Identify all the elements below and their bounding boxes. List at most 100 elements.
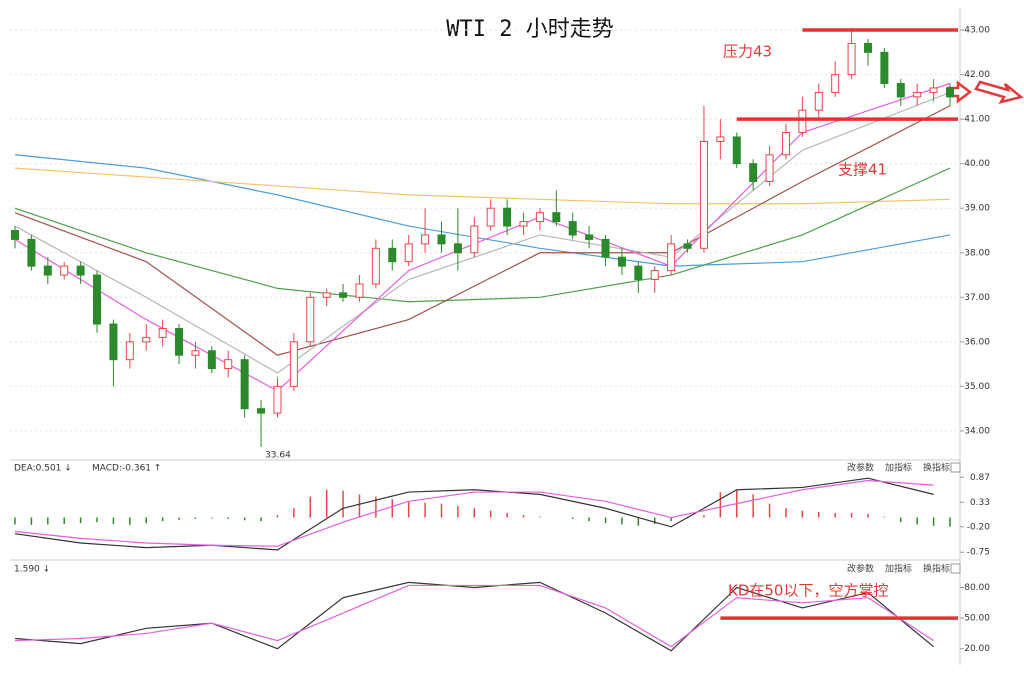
candle-body <box>125 341 134 361</box>
candle-body <box>847 42 856 76</box>
candle-body <box>175 327 184 356</box>
candle-body <box>568 221 577 236</box>
candle-body <box>355 283 364 298</box>
button[interactable]: 改参数 <box>847 462 874 474</box>
candle-body <box>257 408 266 414</box>
y-tick-label: 80.00 <box>964 583 990 593</box>
candle-body <box>617 256 626 267</box>
candle-body <box>913 91 922 98</box>
chart-title: WTI 2 小时走势 <box>446 17 613 42</box>
candle-body <box>814 91 823 111</box>
candle-body <box>322 292 331 298</box>
line-series <box>14 105 951 356</box>
y-tick-label: 43.00 <box>964 26 990 36</box>
candle-body <box>831 74 840 93</box>
arrow <box>974 80 1024 104</box>
y-tick-label: 41.00 <box>964 115 990 125</box>
candle-body <box>929 87 938 93</box>
candle-body <box>60 265 69 276</box>
low-label: 33.64 <box>265 450 291 460</box>
y-tick-label: 50.00 <box>964 614 990 624</box>
y-tick-label: 38.00 <box>964 248 990 258</box>
candle-body <box>552 212 561 223</box>
candle-body <box>946 87 954 98</box>
candle-body <box>535 212 544 223</box>
y-tick-label: 20.00 <box>964 644 990 654</box>
candle-body <box>601 238 610 258</box>
close-button[interactable] <box>950 563 961 574</box>
line-series <box>14 584 934 648</box>
candle-body <box>388 247 397 263</box>
annotation: 压力43 <box>723 43 772 61</box>
y-tick-label: -0.75 <box>967 548 990 558</box>
line-series <box>14 479 934 547</box>
line-series <box>14 91 951 374</box>
candle-body <box>142 336 151 343</box>
candle-body <box>896 82 905 98</box>
candle-body <box>11 229 19 240</box>
candle-body <box>732 136 741 165</box>
candle-body <box>765 154 774 182</box>
candle-body <box>683 243 692 249</box>
y-tick-label: 37.00 <box>964 293 990 303</box>
candle-body <box>421 234 430 245</box>
y-tick-label: 0.87 <box>970 473 990 483</box>
y-tick-label: 35.00 <box>964 382 990 392</box>
candle-body <box>404 243 413 263</box>
candle-body <box>699 140 708 249</box>
line-series <box>14 167 951 205</box>
y-tick-label: 39.00 <box>964 204 990 214</box>
candle-body <box>880 51 889 84</box>
candle-body <box>470 225 479 254</box>
button[interactable]: 改参数 <box>847 563 874 575</box>
y-tick-label: -0.20 <box>967 522 991 532</box>
candle-body <box>798 109 807 133</box>
line-series <box>14 477 934 551</box>
candle-body <box>273 385 282 414</box>
candle-body <box>158 327 167 338</box>
indicator-label: 1.590 ↓ <box>14 565 50 575</box>
candle-body <box>716 136 725 142</box>
button[interactable]: 换指标 <box>923 462 950 474</box>
button[interactable]: 换指标 <box>923 563 950 575</box>
candle-body <box>453 243 462 254</box>
y-tick-label: 42.00 <box>964 70 990 80</box>
candle-body <box>93 274 102 325</box>
candle-body <box>224 359 233 370</box>
candle-body <box>749 163 758 182</box>
candle-body <box>585 234 594 240</box>
candle-body <box>634 265 643 280</box>
candle-body <box>240 359 249 410</box>
candle-body <box>519 221 528 227</box>
y-tick-label: 40.00 <box>964 159 990 169</box>
candle-body <box>667 243 676 272</box>
candle-body <box>650 270 659 280</box>
candle-body <box>781 131 790 156</box>
indicator-label: MACD:-0.361 ↑ <box>92 464 161 474</box>
candle-body <box>43 265 52 276</box>
y-tick-label: 0.33 <box>970 498 990 508</box>
button[interactable]: 加指标 <box>885 563 912 575</box>
candle-body <box>437 234 446 245</box>
candle-body <box>863 42 872 53</box>
candle-body <box>191 350 200 356</box>
candle-body <box>76 265 85 276</box>
annotation: 支撑41 <box>838 161 887 179</box>
button[interactable]: 加指标 <box>885 462 912 474</box>
y-tick-label: 36.00 <box>964 337 990 347</box>
candle-body <box>486 207 495 227</box>
candle-body <box>109 323 118 361</box>
candle-body <box>306 296 315 343</box>
candle-body <box>27 238 36 267</box>
candle-body <box>207 350 216 370</box>
close-button[interactable] <box>950 462 961 473</box>
y-tick-label: 34.00 <box>964 426 990 436</box>
candle-body <box>503 207 512 227</box>
annotation: KD在50以下，空方掌控 <box>728 582 888 600</box>
indicator-label: DEA:0.501 ↓ <box>14 464 72 474</box>
candle-body <box>371 247 380 285</box>
line-series <box>14 167 951 303</box>
candle-body <box>289 341 298 387</box>
candle-body <box>339 292 348 298</box>
